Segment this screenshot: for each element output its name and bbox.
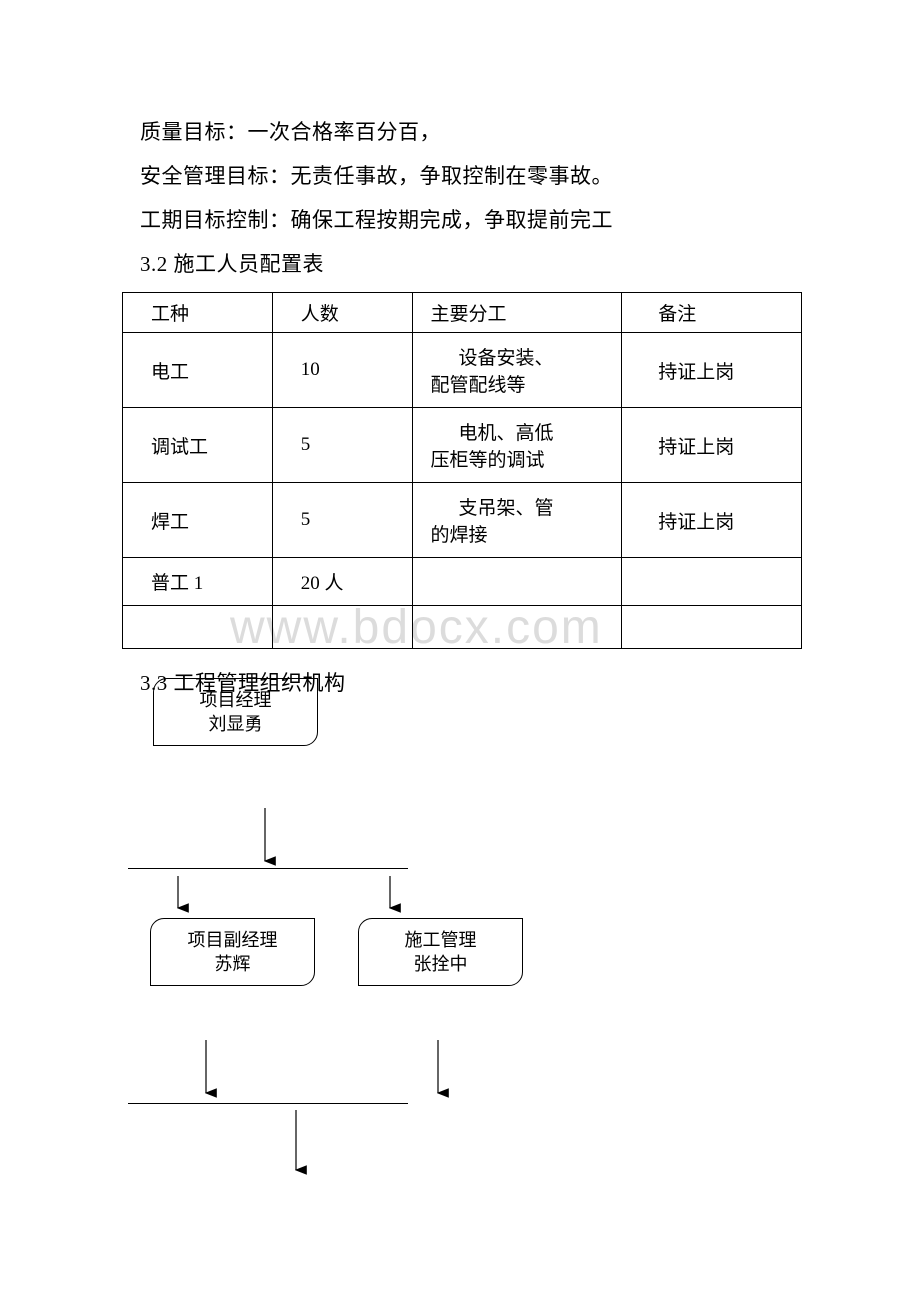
table-row: 普工 1 20 人 [123, 558, 802, 606]
table-row: 焊工 5 支吊架、管的焊接 持证上岗 [123, 483, 802, 558]
cell-empty [622, 606, 802, 649]
table-row: 调试工 5 电机、高低压柜等的调试 持证上岗 [123, 408, 802, 483]
org-chart-diagram: 项目经理 刘显勇 项目副经理 苏辉 施工管理 张拴中 [128, 678, 608, 1238]
cell-note: 持证上岗 [622, 333, 802, 408]
staffing-table-container: 工种 人数 主要分工 备注 电工 10 设备安装、配管配线等 持证上岗 调试工 … [122, 292, 802, 649]
cell-type: 普工 1 [123, 558, 273, 606]
col-header-count: 人数 [272, 293, 412, 333]
col-header-note: 备注 [622, 293, 802, 333]
cell-note [622, 558, 802, 606]
schedule-goal-text: 工期目标控制：确保工程按期完成，争取提前完工 [140, 198, 815, 242]
cell-duty: 电机、高低压柜等的调试 [412, 408, 622, 483]
org-node-construction-manager: 施工管理 张拴中 [358, 918, 523, 986]
cell-count: 10 [272, 333, 412, 408]
section-3-2-heading: 3.2 施工人员配置表 [140, 242, 815, 286]
cell-empty [123, 606, 273, 649]
cell-type: 调试工 [123, 408, 273, 483]
org-node-name: 张拴中 [414, 952, 468, 976]
org-node-name: 刘显勇 [209, 712, 263, 736]
quality-goal-text: 质量目标：一次合格率百分百， [140, 110, 815, 154]
cell-count: 20 人 [272, 558, 412, 606]
cell-duty: 支吊架、管的焊接 [412, 483, 622, 558]
cell-count: 5 [272, 483, 412, 558]
cell-empty [272, 606, 412, 649]
org-node-name: 苏辉 [215, 952, 251, 976]
cell-duty: 设备安装、配管配线等 [412, 333, 622, 408]
col-header-duty: 主要分工 [412, 293, 622, 333]
cell-type: 焊工 [123, 483, 273, 558]
col-header-type: 工种 [123, 293, 273, 333]
staffing-table: 工种 人数 主要分工 备注 电工 10 设备安装、配管配线等 持证上岗 调试工 … [122, 292, 802, 649]
table-row-empty [123, 606, 802, 649]
table-row: 电工 10 设备安装、配管配线等 持证上岗 [123, 333, 802, 408]
org-node-title: 项目副经理 [188, 928, 278, 952]
section-3-3-heading: 3.3 工程管理组织机构 [140, 661, 815, 705]
safety-goal-text: 安全管理目标：无责任事故，争取控制在零事故。 [140, 154, 815, 198]
cell-note: 持证上岗 [622, 483, 802, 558]
org-hline [128, 868, 408, 869]
table-header-row: 工种 人数 主要分工 备注 [123, 293, 802, 333]
org-node-deputy-manager: 项目副经理 苏辉 [150, 918, 315, 986]
document-body: 质量目标：一次合格率百分百， 安全管理目标：无责任事故，争取控制在零事故。 工期… [140, 110, 815, 705]
org-hline [128, 1103, 408, 1104]
cell-empty [412, 606, 622, 649]
org-node-title: 施工管理 [405, 928, 477, 952]
cell-duty [412, 558, 622, 606]
cell-count: 5 [272, 408, 412, 483]
cell-note: 持证上岗 [622, 408, 802, 483]
cell-type: 电工 [123, 333, 273, 408]
